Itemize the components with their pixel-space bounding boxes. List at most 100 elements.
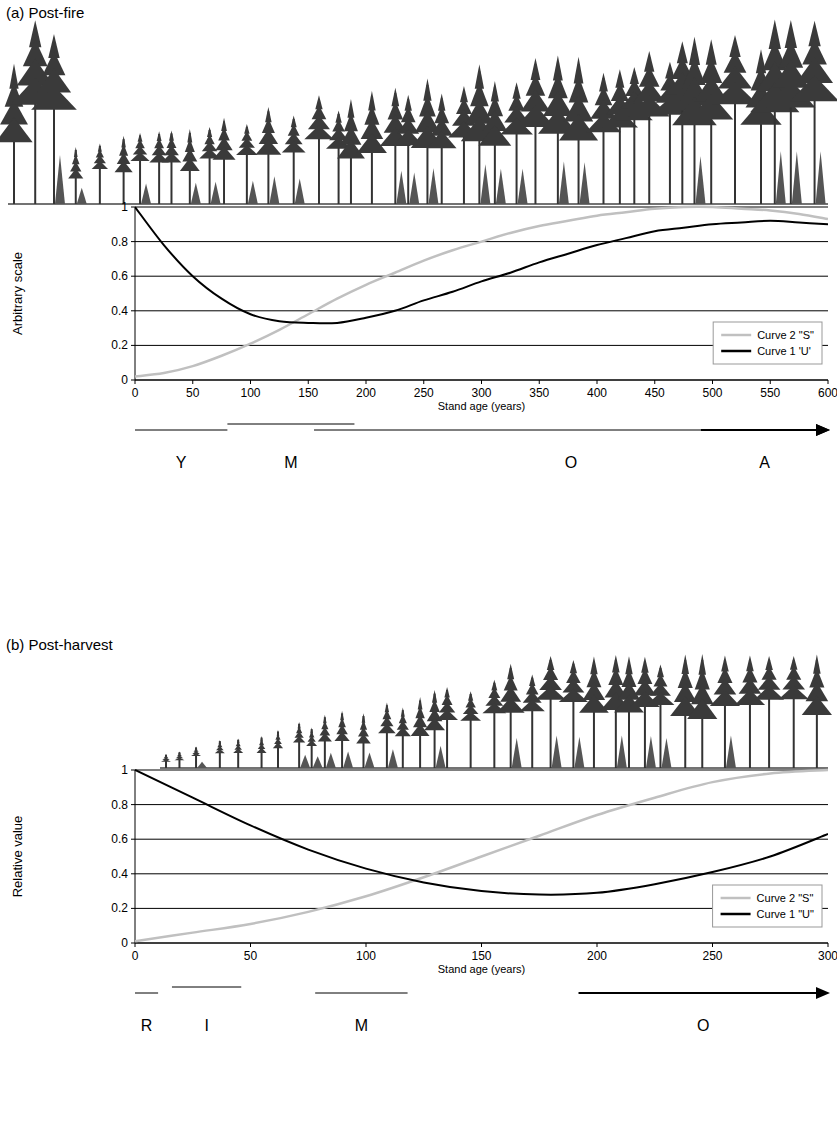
tree-crown	[356, 734, 371, 744]
legend-box	[713, 885, 822, 927]
tree-crown	[304, 125, 333, 139]
x-tick	[308, 380, 309, 384]
stage-arrow	[816, 987, 830, 999]
undergrowth	[248, 181, 258, 204]
tree-crown	[318, 733, 332, 741]
y-tick	[131, 873, 135, 874]
plot-data	[135, 207, 828, 377]
y-axis-title: Arbitrary scale	[10, 252, 25, 335]
tree-crown	[779, 686, 809, 700]
tree-crown	[68, 169, 83, 179]
x-tick-label: 100	[356, 949, 376, 963]
stage-arrow	[816, 424, 830, 436]
x-tick-label: 400	[587, 386, 607, 400]
undergrowth	[661, 738, 671, 768]
tree-crown	[180, 158, 200, 171]
legend-label: Curve 1 "U"	[757, 908, 814, 920]
y-tick	[131, 839, 135, 840]
y-axis-line	[135, 770, 136, 943]
legend-swatch	[721, 350, 751, 353]
stage-label: A	[759, 454, 770, 471]
undergrowth	[816, 151, 826, 204]
stage-line	[579, 992, 820, 994]
y-tick	[131, 908, 135, 909]
undergrowth	[295, 178, 305, 204]
y-tick-label: 0.8	[111, 235, 128, 249]
x-tick-label: 250	[414, 386, 434, 400]
x-axis-title: Stand age (years)	[438, 963, 525, 975]
tree-crown	[579, 695, 609, 713]
stage-label: M	[355, 1017, 368, 1034]
undergrowth	[580, 162, 590, 204]
undergrowth	[388, 749, 398, 768]
undergrowth	[512, 738, 522, 768]
x-tick	[828, 943, 829, 947]
series-line	[135, 770, 828, 895]
x-tick-label: 300	[818, 949, 837, 963]
x-tick	[597, 380, 598, 384]
tree-crown	[257, 748, 267, 753]
undergrowth	[518, 169, 528, 204]
grid-line	[135, 276, 828, 277]
tree-crown	[427, 131, 457, 148]
stage-label: O	[697, 1017, 709, 1034]
y-tick-label: 0.6	[111, 832, 128, 846]
legend-label: Curve 2 "S"	[757, 329, 814, 341]
stage-line	[135, 430, 227, 431]
grid-line	[135, 770, 828, 771]
x-tick	[250, 380, 251, 384]
stage-line	[227, 424, 354, 425]
x-tick	[712, 380, 713, 384]
x-tick-label: 200	[587, 949, 607, 963]
stage-label: I	[204, 1017, 208, 1034]
grid-line	[135, 873, 828, 874]
x-tick	[828, 380, 829, 384]
undergrowth	[776, 151, 786, 204]
x-tick-label: 350	[529, 386, 549, 400]
legend-box	[713, 322, 822, 364]
tree-crown	[191, 753, 201, 756]
undergrowth	[496, 169, 506, 204]
y-tick-label: 0.6	[111, 269, 128, 283]
stage-arrow	[816, 424, 830, 436]
undergrowth	[428, 168, 438, 204]
chart-title: (b) Post-harvest	[6, 636, 114, 653]
y-axis-title: Relative value	[10, 816, 25, 898]
tree-crown	[754, 686, 784, 700]
legend-swatch	[721, 334, 751, 337]
x-tick	[366, 943, 367, 947]
plot-background	[135, 207, 828, 380]
stage-line	[172, 987, 241, 988]
undergrowth	[211, 182, 221, 204]
forest-illustration	[160, 654, 832, 768]
x-tick-label: 450	[645, 386, 665, 400]
undergrowth	[343, 752, 353, 768]
x-tick	[192, 380, 193, 384]
tree-crown	[687, 698, 717, 719]
x-tick	[135, 943, 136, 947]
tree-crown	[92, 161, 108, 169]
y-tick	[131, 345, 135, 346]
x-tick-label: 0	[132, 386, 139, 400]
y-tick-label: 1	[121, 763, 128, 777]
x-tick	[250, 943, 251, 947]
tree-crown	[395, 727, 411, 736]
x-tick-label: 50	[244, 949, 258, 963]
plot-data	[135, 770, 828, 941]
undergrowth	[269, 176, 279, 204]
x-tick	[770, 380, 771, 384]
legend: Curve 2 "S"Curve 1 'U'	[713, 322, 822, 364]
undergrowth	[552, 736, 562, 768]
tree-crown	[802, 696, 832, 715]
forest-illustration	[0, 20, 837, 204]
stage-line	[135, 993, 158, 994]
x-tick-label: 0	[132, 949, 139, 963]
x-tick	[135, 380, 136, 384]
tree-crown	[115, 161, 133, 173]
x-tick	[597, 943, 598, 947]
y-tick-label: 0.8	[111, 798, 128, 812]
tree-crown	[233, 748, 243, 753]
undergrowth	[55, 155, 65, 204]
undergrowth	[559, 162, 569, 204]
x-tick	[481, 943, 482, 947]
